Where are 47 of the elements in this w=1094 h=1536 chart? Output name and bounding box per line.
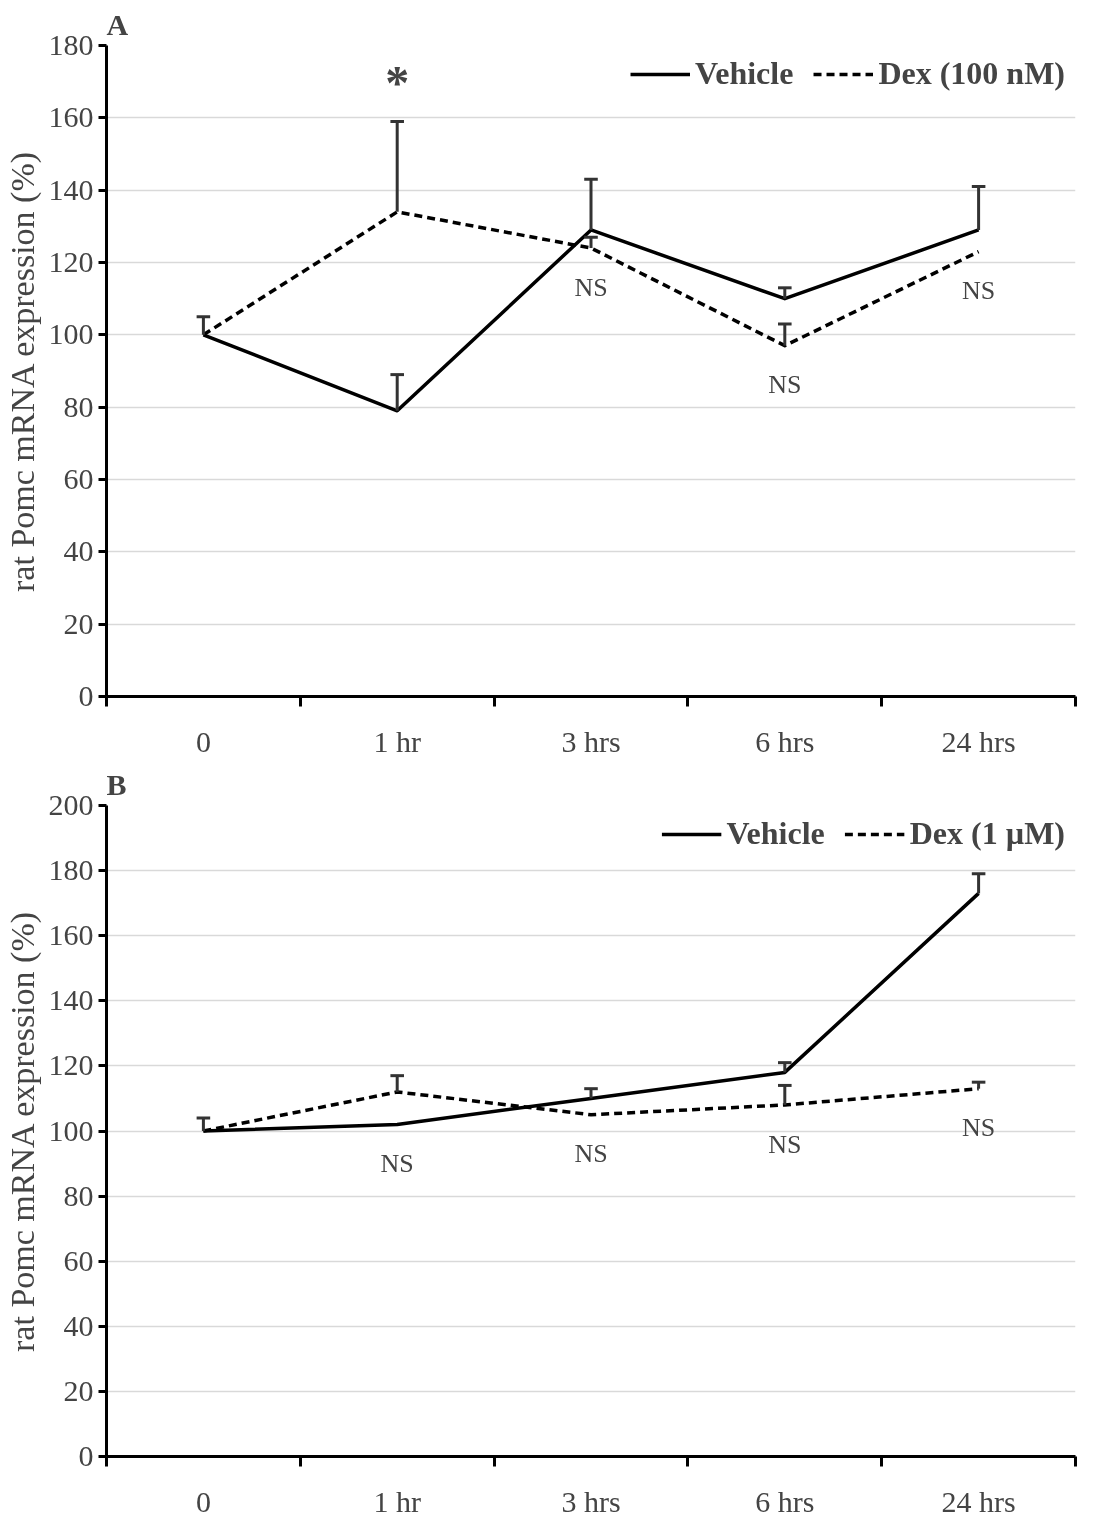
y-tick-label: 100: [48, 1113, 94, 1147]
y-axis-title: rat Pomc mRNA expression (%): [3, 151, 42, 592]
y-tick-label: 40: [63, 534, 94, 568]
chart-title: B: [106, 767, 127, 801]
annotation: *: [385, 55, 410, 109]
annotation: NS: [380, 1149, 414, 1179]
annotation: NS: [574, 272, 608, 302]
y-tick-label: 60: [63, 462, 94, 495]
x-tick-label: 1 hr: [373, 1484, 421, 1518]
y-tick-label: 180: [48, 28, 94, 61]
x-tick-label: 6 hrs: [755, 1484, 815, 1518]
y-tick-label: 20: [63, 1373, 94, 1407]
y-tick-label: 80: [63, 1178, 94, 1212]
annotation: NS: [961, 1113, 996, 1143]
y-tick-label: 80: [63, 389, 94, 423]
annotation: NS: [768, 1129, 802, 1159]
y-tick-label: 0: [78, 679, 94, 712]
y-tick-label: 180: [48, 853, 94, 887]
x-tick-label: 3 hrs: [561, 1484, 621, 1518]
y-tick-label: 100: [48, 317, 94, 351]
legend-label: Dex (100 nM): [878, 55, 1065, 92]
annotation: NS: [961, 276, 996, 306]
chart-title: A: [106, 7, 129, 41]
x-tick-label: 0: [195, 724, 211, 758]
x-tick-label: 1 hr: [373, 724, 421, 758]
y-tick-label: 200: [48, 788, 94, 821]
x-tick-label: 0: [195, 1484, 211, 1518]
x-tick-label: 24 hrs: [941, 1484, 1016, 1518]
x-tick-label: 3 hrs: [561, 724, 621, 758]
legend-label: Vehicle: [695, 55, 794, 92]
y-tick-label: 0: [78, 1439, 94, 1472]
y-tick-label: 160: [48, 918, 94, 952]
annotation: NS: [574, 1139, 608, 1169]
legend-label: Vehicle: [726, 815, 825, 852]
y-tick-label: 120: [48, 1048, 94, 1082]
y-tick-label: 40: [63, 1308, 94, 1342]
y-tick-label: 140: [48, 983, 94, 1017]
x-tick-label: 6 hrs: [755, 724, 815, 758]
y-tick-label: 120: [48, 245, 94, 278]
y-tick-label: 60: [63, 1243, 94, 1277]
y-tick-label: 160: [48, 100, 94, 134]
x-tick-label: 24 hrs: [941, 724, 1016, 758]
legend-label: Dex (1 µM): [909, 815, 1065, 852]
y-axis-title: rat Pomc mRNA expression (%): [3, 911, 42, 1352]
y-tick-label: 140: [48, 172, 94, 206]
annotation: NS: [768, 370, 802, 400]
y-tick-label: 20: [63, 606, 94, 640]
